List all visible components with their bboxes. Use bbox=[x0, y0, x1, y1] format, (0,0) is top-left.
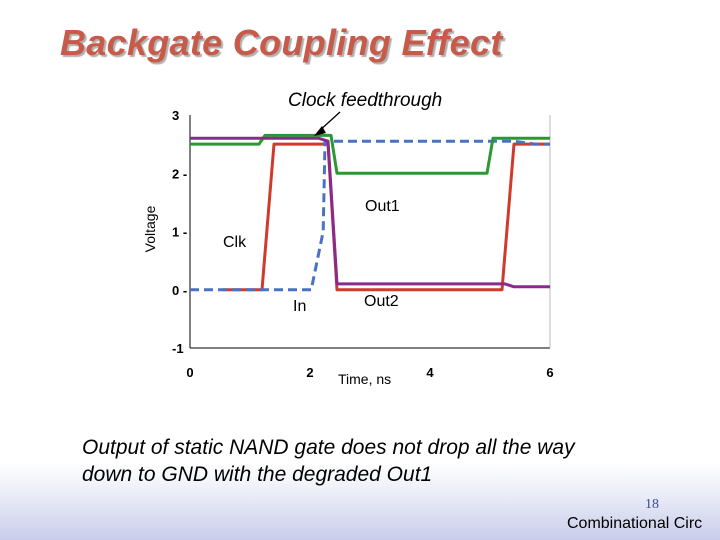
annotation-arrowhead bbox=[314, 126, 326, 136]
series-lines bbox=[190, 133, 550, 292]
y-tick-label: 2 - bbox=[172, 166, 187, 181]
label-clk: Clk bbox=[223, 234, 247, 251]
footer-band bbox=[0, 462, 720, 540]
slide-title: Backgate Coupling Effect bbox=[60, 22, 503, 63]
y-tick-label: 1 - bbox=[172, 225, 187, 240]
series-clk-line bbox=[223, 142, 550, 292]
caption-line-1: Output of static NAND gate does not drop… bbox=[82, 436, 575, 459]
voltage-chart: 3 2 - 1 - 0 - -10 2 4 6 Voltage Time, ns Clock … bbox=[142, 90, 554, 387]
x-tick-label: 6 bbox=[546, 365, 553, 380]
y-tick-label: 0 - bbox=[172, 283, 187, 298]
y-tick-label: 3 bbox=[172, 108, 179, 123]
x-axis-title: Time, ns bbox=[338, 371, 391, 387]
series-in-line bbox=[190, 139, 550, 292]
y-tick-label: -1 bbox=[172, 341, 184, 356]
label-out2: Out2 bbox=[364, 293, 399, 310]
x-tick-label: 2 bbox=[306, 365, 313, 380]
label-in: In bbox=[293, 298, 306, 315]
footer-text: Combinational Circ bbox=[567, 515, 703, 532]
label-out1: Out1 bbox=[365, 198, 400, 215]
y-axis-title: Voltage bbox=[142, 205, 158, 252]
chart-axes bbox=[189, 115, 551, 349]
x-tick-label: 0 bbox=[186, 365, 193, 380]
x-tick-label: 4 bbox=[426, 365, 434, 380]
series-out1-line bbox=[190, 133, 550, 175]
series-out2-line bbox=[190, 136, 550, 289]
caption-line-2: down to GND with the degraded Out1 bbox=[82, 463, 433, 486]
annotation-clock-feedthrough: Clock feedthrough bbox=[288, 90, 442, 111]
tick-labels: 3 2 - 1 - 0 - -10 2 4 6 bbox=[172, 108, 554, 380]
page-number: 18 bbox=[645, 497, 659, 512]
slide-caption: Output of static NAND gate does not drop… bbox=[82, 434, 575, 488]
